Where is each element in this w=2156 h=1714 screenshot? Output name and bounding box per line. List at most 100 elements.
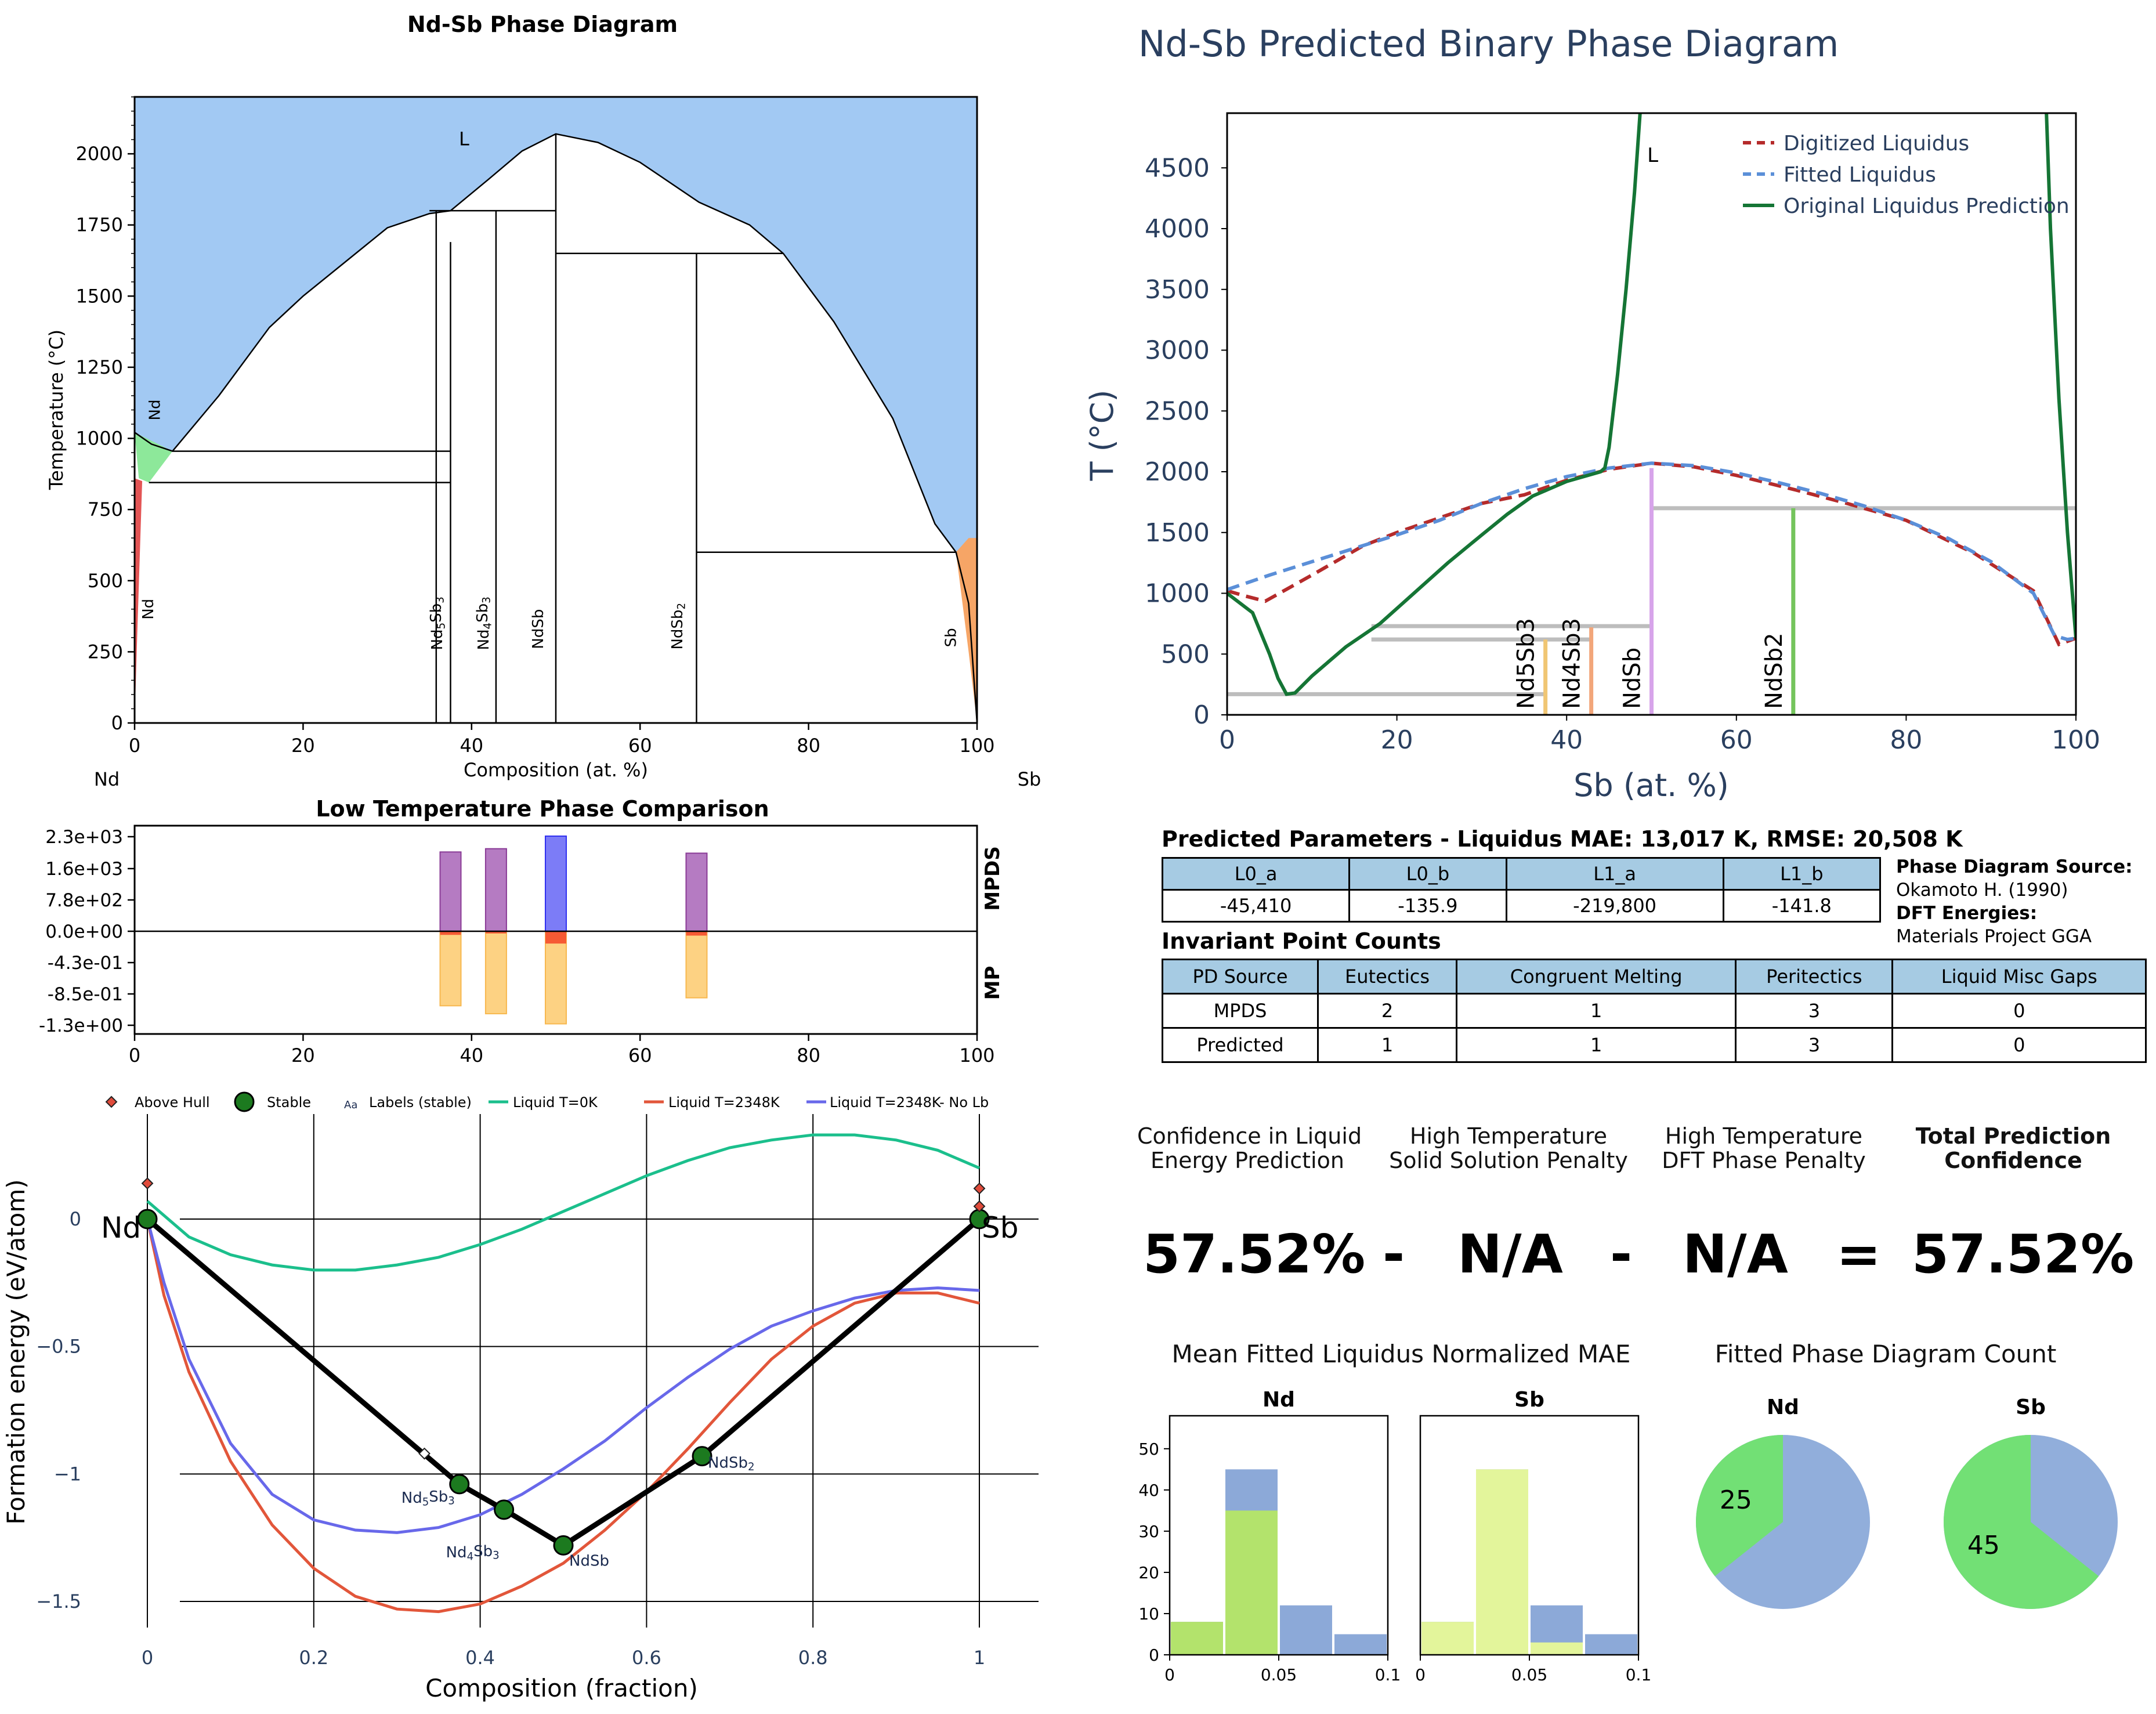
- mp-bar: [545, 931, 567, 1025]
- mp-stable-cap: [485, 931, 507, 934]
- pred-series-line: [1227, 461, 2076, 647]
- lowt-x-tick-label: 80: [797, 1044, 820, 1066]
- hull-label: Nd5Sb3: [401, 1488, 455, 1509]
- nd-low-solid-region: [135, 478, 143, 723]
- exp-phase-label: Nd: [147, 400, 164, 421]
- legend-stable-label: Stable: [267, 1094, 311, 1111]
- hist-bar-highlight: [1225, 1510, 1278, 1655]
- params-value-l0a: -45,410: [1161, 889, 1351, 923]
- stable-point: [969, 1209, 990, 1230]
- exp-left-element: Nd: [94, 768, 120, 790]
- invariant-cell: 1: [1456, 1027, 1737, 1063]
- hist-y-tick-label: 40: [1138, 1481, 1159, 1500]
- pred-legend-label: Fitted Liquidus: [1784, 163, 1936, 187]
- pred-title: Nd-Sb Predicted Binary Phase Diagram: [1138, 23, 1839, 65]
- invariant-cell: MPDS: [1162, 993, 1319, 1029]
- pred-y-tick-label: 3500: [1145, 275, 1210, 305]
- above-hull-point: [418, 1447, 431, 1460]
- value-dft-phase: N/A: [1683, 1223, 1788, 1285]
- stable-point: [494, 1499, 515, 1520]
- pred-compound-label: Nd5Sb3: [1513, 618, 1540, 709]
- hist-bar: [1171, 1622, 1223, 1655]
- pred-y-tick-label: 1500: [1145, 518, 1210, 548]
- legend-above-hull-icon: [105, 1095, 118, 1108]
- operator-minus-2: -: [1610, 1223, 1633, 1285]
- pie-panel-title: Nd: [1767, 1395, 1799, 1419]
- invariant-cell: 0: [1891, 1027, 2147, 1063]
- liquidus-line: [134, 133, 978, 724]
- invariant-cell: 3: [1735, 1027, 1894, 1063]
- hist-axes-frame: [1419, 1415, 1640, 1656]
- exp-phase-label: Nd: [140, 599, 157, 620]
- hull-label: Sb: [982, 1211, 1018, 1245]
- exp-ylabel: Temperature (°C): [45, 330, 67, 490]
- liquid-2348k-nolb-curve: [146, 1218, 980, 1534]
- hist-y-tick-label: 10: [1138, 1604, 1159, 1623]
- invariant-header-source: PD Source: [1162, 959, 1319, 995]
- lowt-axes-frame: [133, 825, 978, 1035]
- invariant-cell: 1: [1456, 993, 1737, 1029]
- lowt-y-tick-label: 0.0e+00: [45, 921, 123, 942]
- exp-phase-label: Nd5Sb3: [428, 596, 448, 650]
- mp-stable-cap: [545, 931, 566, 944]
- params-value-l0b: -135.9: [1348, 889, 1507, 923]
- lowt-bottom-label: MP: [981, 966, 1004, 1000]
- y-tick-label: 0: [111, 712, 123, 734]
- invariant-header-eutectics: Eutectics: [1316, 959, 1458, 995]
- hist-x-tick-label: 0.1: [1626, 1665, 1652, 1684]
- above-hull-point: [141, 1177, 154, 1189]
- hull-line: [146, 1217, 981, 1549]
- lowt-y-tick-label: 7.8e+02: [45, 890, 123, 911]
- hull-x-tick-label: 1: [974, 1647, 985, 1669]
- mp-stable-cap: [686, 931, 707, 936]
- pred-axes-frame: [1226, 112, 2077, 716]
- pred-x-tick-label: 60: [1720, 725, 1753, 755]
- pred-legend-label: Original Liquidus Prediction: [1784, 194, 2070, 218]
- hist-bar: [1225, 1469, 1278, 1655]
- pred-legend-label: Digitized Liquidus: [1784, 132, 1969, 156]
- pred-ylabel: T (°C): [1084, 390, 1120, 482]
- exp-phase-label: Sb: [943, 628, 960, 647]
- legend-stable-icon: [234, 1091, 255, 1112]
- pred-y-tick-label: 2500: [1145, 396, 1210, 426]
- mpds-bar: [545, 836, 567, 932]
- hull-label: Nd: [101, 1211, 141, 1245]
- exp-phase-label: Nd4Sb3: [474, 596, 494, 650]
- stable-point: [137, 1209, 158, 1230]
- pred-x-tick-label: 80: [1890, 725, 1922, 755]
- invariant-cell: 3: [1735, 993, 1894, 1029]
- pred-xlabel: Sb (at. %): [1573, 767, 1729, 804]
- hull-ylabel: Formation energy (eV/atom): [2, 1179, 30, 1524]
- invariant-header-congruent: Congruent Melting: [1456, 959, 1737, 995]
- hist-bar-highlight: [1171, 1622, 1223, 1655]
- legend-above-hull-label: Above Hull: [135, 1094, 210, 1111]
- hist-bar: [1421, 1622, 1474, 1655]
- legend-liquid-label: Liquid T=0K: [513, 1094, 598, 1111]
- exp-axes-frame: [133, 96, 978, 724]
- hist-x-tick-label: 0.05: [1511, 1665, 1547, 1684]
- lowt-y-tick-label: 2.3e+03: [45, 827, 123, 848]
- hull-y-tick-label: −1: [54, 1463, 81, 1485]
- pred-compound-label: NdSb2: [1761, 632, 1788, 709]
- stable-point: [449, 1474, 470, 1495]
- source-info: Phase Diagram Source: Okamoto H. (1990) …: [1896, 855, 2133, 948]
- mpds-bar: [685, 852, 708, 932]
- pred-series-line: [2045, 113, 2076, 639]
- hist-bar: [1531, 1605, 1583, 1655]
- pred-compound-label: Nd4Sb3: [1559, 618, 1586, 709]
- hist-panel-title: Sb: [1514, 1388, 1544, 1412]
- pred-series-line: [1227, 113, 1642, 696]
- pred-x-tick-label: 100: [2052, 725, 2100, 755]
- lowt-x-tick-label: 40: [460, 1044, 483, 1066]
- hist-y-tick-label: 30: [1138, 1522, 1159, 1541]
- hull-label: NdSb2: [708, 1455, 755, 1474]
- stable-point: [553, 1535, 574, 1556]
- hist-bar: [1585, 1634, 1637, 1655]
- hist-y-tick-label: 0: [1149, 1646, 1159, 1665]
- pie-slice-highlight: [1944, 1435, 2099, 1609]
- hull-label: NdSb: [569, 1552, 609, 1570]
- hull-x-tick-label: 0: [142, 1647, 153, 1669]
- value-liquid-energy: 57.52%: [1143, 1223, 1366, 1285]
- lowt-top-label: MPDS: [981, 846, 1004, 910]
- x-tick-label: 80: [797, 735, 820, 757]
